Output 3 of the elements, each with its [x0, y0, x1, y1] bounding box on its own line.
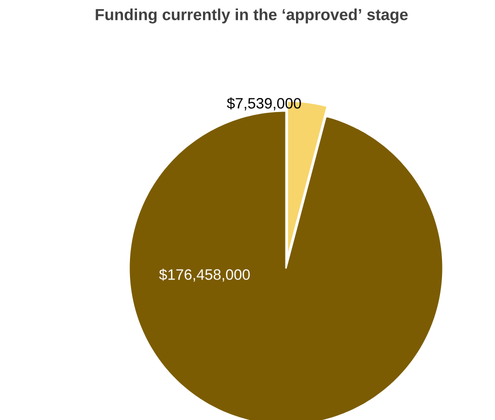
data-label: $7,539,000: [226, 97, 301, 110]
data-label: $176,458,000: [159, 268, 250, 282]
chart-title: Funding currently in the ‘approved’ stage: [96, 8, 408, 24]
